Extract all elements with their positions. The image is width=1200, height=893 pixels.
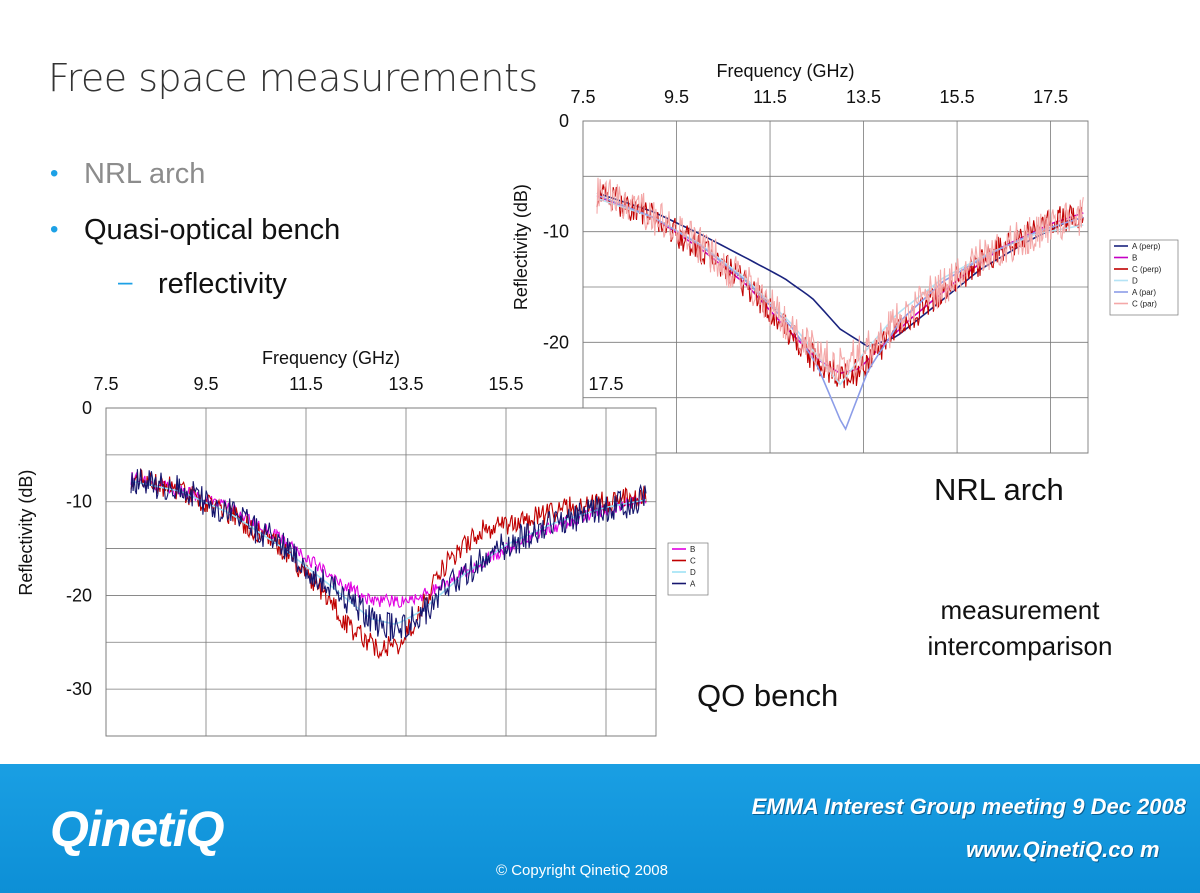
legend-label: C xyxy=(690,557,696,566)
series-line xyxy=(596,192,1084,347)
legend-label: A xyxy=(690,580,696,589)
bullet-text: NRL arch xyxy=(84,158,206,190)
slide-title: Free space measurements xyxy=(48,56,538,100)
y-tick-label: -30 xyxy=(66,679,92,699)
legend-label: A (par) xyxy=(1132,288,1156,297)
nrl-arch-label: NRL arch xyxy=(934,472,1064,507)
x-tick-label: 13.5 xyxy=(846,87,881,107)
note-line: measurement xyxy=(940,595,1100,625)
x-tick-label: 11.5 xyxy=(289,374,323,394)
dash-icon: – xyxy=(118,266,133,296)
event-title: EMMA Interest Group meeting 9 Dec 2008 xyxy=(751,794,1186,819)
bullet-dot-icon: • xyxy=(50,216,59,243)
y-tick-label: -10 xyxy=(66,492,92,512)
qo-chart-svg: 7.5 9.5 11.5 13.5 15.5 17.5 0 -10 -20 -30 Frequenc… xyxy=(16,348,709,737)
x-tick-label: 13.5 xyxy=(388,374,423,394)
x-tick-label: 9.5 xyxy=(193,374,218,394)
y-tick-label: -10 xyxy=(543,222,569,242)
y-tick-label: -20 xyxy=(66,585,92,605)
x-tick-label: 7.5 xyxy=(570,87,595,107)
x-axis-label: Frequency (GHz) xyxy=(716,61,854,81)
legend-label: C (par) xyxy=(1132,300,1157,309)
x-tick-label: 7.5 xyxy=(93,374,118,394)
footer-bar xyxy=(0,764,1200,893)
qo-chart: 7.5 9.5 11.5 13.5 15.5 17.5 0 -10 -20 -30 Frequenc… xyxy=(16,338,718,748)
legend-label: C (perp) xyxy=(1132,265,1162,274)
legend-box xyxy=(667,542,709,596)
qinetiq-logo: QinetiQ xyxy=(50,801,225,857)
x-tick-label: 17.5 xyxy=(588,374,623,394)
y-tick-label: 0 xyxy=(82,398,92,418)
legend-box xyxy=(1109,239,1179,316)
bullet-text: Quasi-optical bench xyxy=(84,214,341,246)
series-line xyxy=(130,468,647,641)
intercomparison-note: measurement intercomparison xyxy=(880,592,1160,664)
website-link[interactable]: www.QinetiQ.co m xyxy=(966,837,1160,862)
y-axis-label: Reflectivity (dB) xyxy=(16,470,36,596)
x-tick-label: 15.5 xyxy=(488,374,523,394)
legend-label: A (perp) xyxy=(1132,242,1161,251)
note-line: intercomparison xyxy=(927,631,1113,661)
x-tick-label: 9.5 xyxy=(664,87,689,107)
plot-area xyxy=(105,407,657,737)
nrl-chart: 7.5 9.5 11.5 13.5 15.5 17.5 0 -10 -20 Frequency (… xyxy=(505,55,1185,455)
legend-label: B xyxy=(1132,254,1137,263)
nrl-chart-svg: 7.5 9.5 11.5 13.5 15.5 17.5 0 -10 -20 Frequency (… xyxy=(511,61,1179,454)
legend-label: D xyxy=(1132,277,1138,286)
y-tick-label: -20 xyxy=(543,332,569,352)
copyright-text: © Copyright QinetiQ 2008 xyxy=(496,862,668,879)
x-tick-label: 11.5 xyxy=(753,87,787,107)
qo-bench-label: QO bench xyxy=(697,678,839,713)
legend-label: B xyxy=(690,545,695,554)
x-tick-label: 15.5 xyxy=(940,87,975,107)
legend-label: D xyxy=(690,568,696,577)
y-axis-label: Reflectivity (dB) xyxy=(511,184,531,310)
bullet-dot-icon: • xyxy=(50,160,59,187)
series-line xyxy=(596,177,1084,382)
y-tick-label: 0 xyxy=(559,111,569,131)
bullet-text: reflectivity xyxy=(158,268,287,300)
x-axis-label: Frequency (GHz) xyxy=(262,348,400,368)
x-tick-label: 17.5 xyxy=(1033,87,1068,107)
